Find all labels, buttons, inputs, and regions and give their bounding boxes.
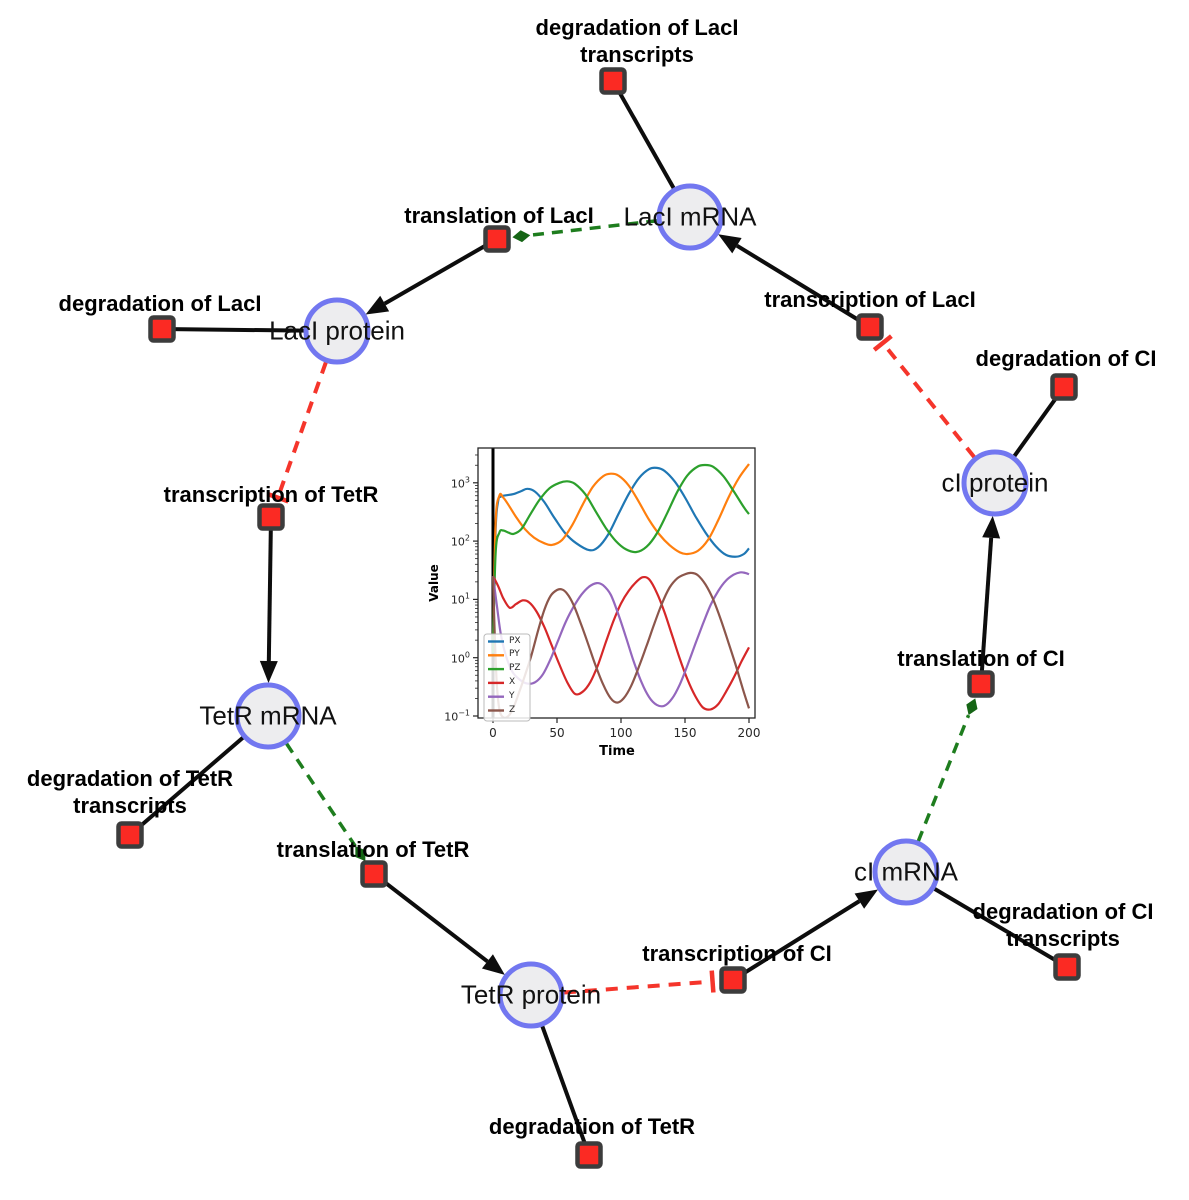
species-label-tetr_mrna: TetR mRNA [199,700,337,731]
legend-label-Y: Y [509,690,515,701]
production-arrow-edge [266,516,273,662]
reaction-label-deg_tetr: degradation of TetR [488,1114,696,1139]
legend-label-PY: PY [509,649,520,660]
diamond-arrowhead-icon [966,698,978,716]
arrowhead-icon [982,515,1001,539]
production-arrow-edge [979,537,994,685]
species-label-ci_protein: cI protein [941,467,1049,498]
inhibition-tbar-icon [266,491,289,504]
production-arrow-edge [383,237,498,306]
reaction-label-transl_ci: translation of CI [897,646,1065,671]
reaction-node-transl_laci[interactable] [483,225,511,253]
species-label-laci_protein: LacI protein [269,315,405,346]
legend-box [483,633,531,722]
x-tick-label: 0 [489,726,497,740]
reaction-node-deg_laci_tx[interactable] [599,67,627,95]
activation-dashed-edge [916,714,971,842]
reaction-node-deg_ci_tx[interactable] [1053,953,1081,981]
reaction-node-deg_laci[interactable] [148,315,176,343]
reaction-label-txn_tetr: transcription of TetR [163,482,379,507]
species-node-tetr_mrna[interactable] [234,682,302,750]
species-node-tetr_protein[interactable] [497,961,565,1029]
arrowhead-icon [718,234,742,254]
reaction-label-deg_ci_tx: degradation of CI transcripts [972,899,1154,951]
reaction-label-deg_laci_tx: degradation of LacI transcripts [535,15,739,67]
diamond-arrowhead-icon [355,846,366,862]
species-label-laci_mrna: LacI mRNA [623,201,757,232]
y-tick-label: 100 [450,650,470,666]
reaction-label-deg_ci: degradation of CI [975,346,1157,371]
legend-label-Z: Z [509,704,516,715]
y-tick-label: 101 [450,592,470,607]
series-curve-PY [491,463,750,654]
reaction-label-txn_ci: transcription of CI [642,941,832,966]
reaction-node-deg_tetr[interactable] [575,1141,603,1169]
y-tick-label: 10−1 [444,708,470,724]
activation-dashed-edge [284,742,357,848]
arrowhead-icon [259,660,278,684]
activation-dashed-edge [530,218,658,237]
x-tick-label: 100 [609,726,633,740]
arrowhead-icon [854,889,879,909]
reaction-node-transl_ci[interactable] [967,670,995,698]
arrowhead-icon [481,954,505,975]
timeseries-inset-chart: 0 50 100 150 200 10−1 100 101 102 103 Time Value … [420,438,772,768]
legend-label-PZ: PZ [509,663,521,674]
reaction-label-deg_laci: degradation of LacI [58,291,262,316]
chart-plot-area [473,447,756,723]
reaction-label-transl_laci: translation of LacI [404,203,594,228]
x-tick-label: 50 [549,726,565,740]
production-arrow-edge [735,243,872,329]
series-curve-PZ [491,463,750,654]
reaction-label-txn_laci: transcription of LacI [764,287,976,312]
reaction-label-transl_tetr: translation of TetR [276,837,470,862]
y-tick-label: 102 [450,533,470,549]
species-node-laci_mrna[interactable] [656,183,724,251]
production-arrow-edge [372,872,489,964]
reaction-label-deg_tetr_tx: degradation of TetR transcripts [26,766,234,818]
species-node-ci_protein[interactable] [961,449,1029,517]
y-tick-label: 103 [450,475,470,491]
reaction-node-deg_tetr_tx[interactable] [116,821,144,849]
arrowhead-icon [365,295,390,315]
diamond-arrowhead-icon [512,230,531,243]
reaction-node-txn_laci[interactable] [856,313,884,341]
inhibition-dashed-edge [275,361,328,499]
series-curve-PX [491,466,750,648]
chart-y-axis-label: Value [427,564,441,602]
reaction-node-transl_tetr[interactable] [360,860,388,888]
inhibition-tbar-icon [872,334,893,352]
inhibition-tbar-icon [709,970,716,993]
reaction-node-txn_ci[interactable] [719,966,747,994]
chart-x-axis-label: Time [599,744,635,759]
species-label-ci_mrna: cI mRNA [854,856,958,887]
reaction-node-txn_tetr[interactable] [257,503,285,531]
production-arrow-edge [731,899,861,982]
inhibition-dashed-edge [881,341,976,459]
species-label-tetr_protein: TetR protein [460,979,602,1010]
inhibition-dashed-edge [563,979,713,995]
species-node-ci_mrna[interactable] [872,838,940,906]
legend-label-PX: PX [509,635,521,646]
species-node-laci_protein[interactable] [303,297,371,365]
reaction-node-deg_ci[interactable] [1050,373,1078,401]
x-tick-label: 200 [737,726,761,740]
x-tick-label: 150 [673,726,697,740]
legend-label-X: X [509,676,516,687]
